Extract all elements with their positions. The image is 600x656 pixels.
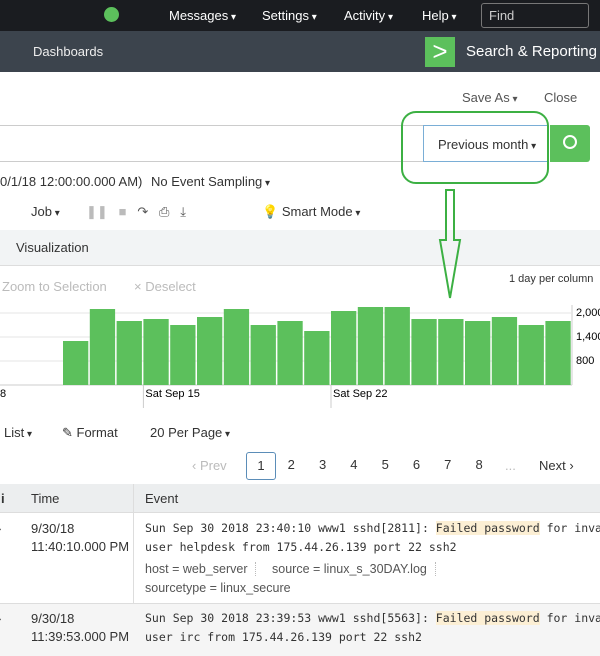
search-icon: [563, 135, 577, 149]
x-tick-label: 8: [0, 388, 6, 400]
find-placeholder: Find: [489, 8, 515, 23]
x-tick-label: Sat Sep 15: [145, 388, 199, 400]
bar: [491, 317, 518, 385]
nav-item[interactable]: Help: [422, 8, 457, 23]
bar: [545, 321, 571, 385]
scale-note: 1 day per column: [509, 273, 594, 285]
app-name: Search & Reporting: [466, 43, 597, 60]
mode-menu[interactable]: 💡 Smart Mode: [262, 204, 360, 220]
app-tab[interactable]: Dashboards: [33, 44, 104, 59]
bar: [250, 325, 276, 385]
event-text: for invalid: [546, 521, 600, 535]
zoom[interactable]: Zoom to Selection: [2, 279, 107, 294]
y-tick-label: 2,000: [576, 307, 600, 319]
nav-item[interactable]: Messages: [169, 8, 236, 23]
column-divider: [133, 484, 134, 656]
bar: [357, 307, 384, 385]
sampling[interactable]: No Event Sampling: [151, 174, 270, 189]
time-clock: 11:39:53.000 PM: [31, 629, 130, 644]
tab[interactable]: Visualization: [16, 240, 89, 255]
bar: [411, 319, 437, 385]
page-link[interactable]: 5: [381, 457, 389, 472]
bar: [518, 325, 544, 385]
table-header: [0, 484, 600, 513]
info-icon[interactable]: [104, 7, 119, 22]
page-link[interactable]: 4: [350, 457, 358, 472]
field[interactable]: sourcetype = linux_secure: [145, 581, 291, 595]
bar: [438, 319, 464, 385]
ellipsis: ...: [505, 458, 516, 473]
tab-bar: [0, 230, 600, 266]
range-text: 0/1/18 12:00:00.000 AM): [0, 174, 143, 189]
job-icons: ❚❚ ■ ↷ ⎙ ⤓: [86, 204, 187, 219]
highlight: Failed password: [435, 521, 540, 535]
event-line: user irc from 175.44.26.139 port 22 ssh2: [145, 630, 422, 644]
event-text: for invalid: [546, 611, 600, 625]
event-line: user helpdesk from 175.44.26.139 port 22…: [145, 540, 457, 554]
per-page-menu[interactable]: 20 Per Page: [150, 425, 230, 440]
list-menu[interactable]: List: [4, 425, 32, 440]
bar: [63, 341, 89, 385]
y-tick-label: 1,400: [576, 331, 600, 343]
row-expander: ›: [0, 521, 1, 536]
next[interactable]: Next ›: [539, 458, 574, 473]
page-link[interactable]: 3: [318, 457, 327, 472]
app-logo: >: [425, 37, 455, 67]
format: Format: [76, 425, 118, 440]
deselect[interactable]: × Deselect: [134, 279, 196, 294]
annotation-arrow: [438, 189, 462, 299]
bar: [384, 307, 410, 385]
y-tick-label: 800: [576, 355, 594, 367]
time-date: 9/30/18: [31, 521, 75, 536]
event-text: Sun Sep 30 2018 23:39:53 www1 sshd[5563]…: [145, 611, 436, 625]
header-cell: Event: [145, 491, 179, 506]
nav-item[interactable]: Settings: [262, 8, 317, 23]
time-range: Previous month: [438, 137, 536, 152]
page-link[interactable]: 2: [287, 457, 295, 472]
bar: [170, 325, 196, 385]
bar: [223, 309, 250, 385]
find-input[interactable]: [481, 3, 589, 28]
row-expander: ›: [0, 611, 1, 626]
page-link[interactable]: 1: [246, 452, 276, 480]
prev[interactable]: ‹ Prev: [192, 458, 227, 473]
page-link[interactable]: 6: [412, 457, 421, 472]
bar: [304, 331, 330, 385]
bar: [465, 321, 491, 385]
bar: [89, 309, 116, 385]
mode: Smart Mode: [281, 204, 353, 219]
field[interactable]: host = web_server: [145, 562, 257, 576]
bar: [277, 321, 303, 385]
time-clock: 11:40:10.000 PM: [31, 539, 130, 554]
bar: [116, 321, 142, 385]
save-as[interactable]: Save As: [462, 90, 518, 105]
nav-item[interactable]: Activity: [344, 8, 393, 23]
highlight: Failed password: [435, 611, 540, 625]
event-line: Sun Sep 30 2018 23:39:53 www1 sshd[5563]…: [145, 611, 600, 625]
header-cell: i: [1, 491, 5, 506]
header-cell: Time: [31, 491, 60, 506]
event-text: Sun Sep 30 2018 23:40:10 www1 sshd[2811]…: [145, 521, 436, 535]
time-date: 9/30/18: [31, 611, 75, 626]
page-link[interactable]: 7: [444, 457, 452, 472]
bar: [331, 311, 357, 385]
event-line: Sun Sep 30 2018 23:40:10 www1 sshd[2811]…: [145, 521, 600, 535]
job-menu[interactable]: Job: [31, 204, 60, 219]
bar: [143, 319, 169, 385]
field[interactable]: source = linux_s_30DAY.log: [272, 562, 436, 576]
app-bar: [0, 31, 600, 72]
page-link[interactable]: 8: [475, 457, 483, 472]
format-menu[interactable]: ✎ Format: [62, 425, 118, 440]
bar: [197, 317, 223, 385]
annotation-box: [401, 111, 549, 184]
x-tick-label: Sat Sep 22: [333, 388, 387, 400]
close[interactable]: Close: [544, 90, 578, 105]
